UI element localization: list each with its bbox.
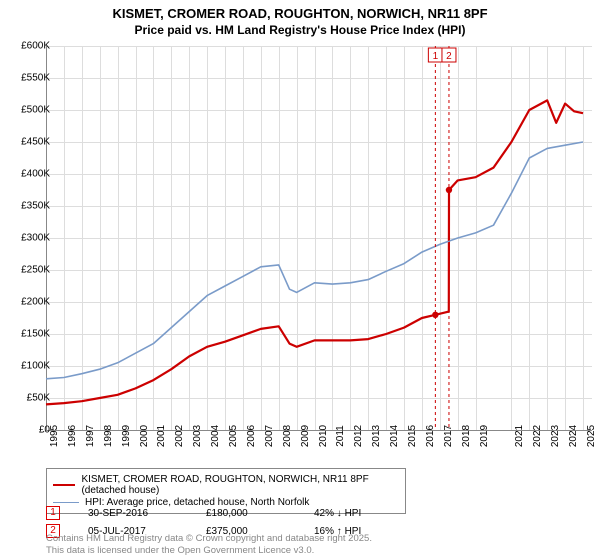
y-tick-label: £400K [6, 169, 50, 180]
transaction-date: 30-SEP-2016 [88, 508, 178, 519]
legend-swatch [53, 502, 79, 503]
transaction-delta: 42% ↓ HPI [314, 508, 361, 519]
legend-label: KISMET, CROMER ROAD, ROUGHTON, NORWICH, … [81, 474, 399, 496]
transaction-point [446, 187, 452, 193]
marker-badge-text: 1 [433, 51, 439, 62]
title-line2: Price paid vs. HM Land Registry's House … [0, 23, 600, 37]
y-tick-label: £350K [6, 201, 50, 212]
y-tick-label: £100K [6, 361, 50, 372]
y-tick-label: £450K [6, 137, 50, 148]
series-hpi [46, 142, 583, 379]
y-tick-label: £300K [6, 233, 50, 244]
legend-swatch [53, 484, 75, 486]
y-tick-label: £600K [6, 41, 50, 52]
legend-row: KISMET, CROMER ROAD, ROUGHTON, NORWICH, … [53, 474, 399, 496]
copyright-line1: Contains HM Land Registry data © Crown c… [46, 533, 372, 544]
plot-area: 12 [46, 46, 592, 430]
y-tick-label: £50K [6, 393, 50, 404]
y-tick-label: £150K [6, 329, 50, 340]
y-tick-label: £200K [6, 297, 50, 308]
plot-svg: 12 [46, 46, 592, 430]
copyright-line2: This data is licensed under the Open Gov… [46, 545, 314, 556]
y-tick-label: £550K [6, 73, 50, 84]
y-tick-label: £0 [6, 425, 50, 436]
transaction-price: £180,000 [206, 508, 286, 519]
marker-badge-text: 2 [446, 51, 452, 62]
copyright: Contains HM Land Registry data © Crown c… [46, 533, 372, 557]
y-tick-label: £500K [6, 105, 50, 116]
chart-container: KISMET, CROMER ROAD, ROUGHTON, NORWICH, … [0, 0, 600, 560]
transaction-point [432, 312, 438, 318]
transaction-row: 1 30-SEP-2016 £180,000 42% ↓ HPI [46, 506, 361, 520]
title-block: KISMET, CROMER ROAD, ROUGHTON, NORWICH, … [0, 0, 600, 37]
y-tick-label: £250K [6, 265, 50, 276]
title-line1: KISMET, CROMER ROAD, ROUGHTON, NORWICH, … [0, 6, 600, 21]
marker-badge: 1 [46, 506, 60, 520]
